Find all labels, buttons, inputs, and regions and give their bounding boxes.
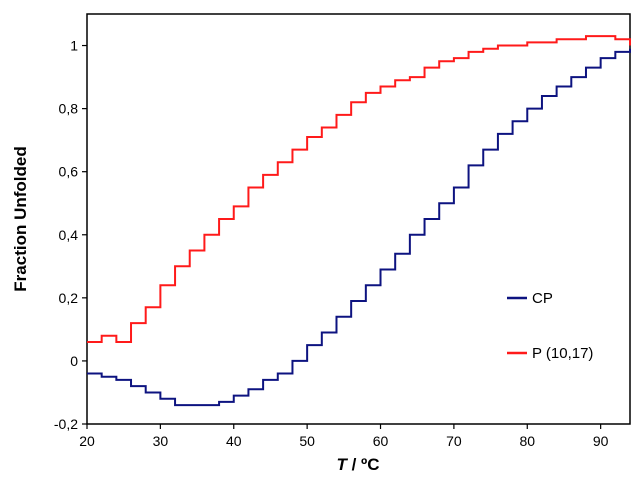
- plot-frame: [86, 13, 631, 425]
- x-axis-title: T / ºC: [336, 455, 379, 474]
- x-axis-variable: T: [336, 455, 348, 474]
- y-tick-label: 0: [70, 353, 78, 369]
- x-tick-label: 50: [299, 433, 315, 449]
- series-line-cp: [87, 48, 631, 407]
- ticks-layer: 20 30 40 50 60 70 80 90 -0,2 0 0,2 0,4 0,6 0,8 1: [54, 38, 609, 449]
- y-tick-label: 0,2: [59, 290, 79, 306]
- x-tick-label: 30: [153, 433, 169, 449]
- y-axis-title: Fraction Unfolded: [11, 146, 30, 291]
- y-tick-label: -0,2: [54, 416, 78, 432]
- series-line-p-10-17: [87, 35, 631, 343]
- legend-label-p-10-17: P (10,17): [532, 345, 593, 362]
- x-tick-label: 20: [79, 433, 95, 449]
- series-layer: [87, 35, 631, 407]
- legend-label-cp: CP: [532, 290, 553, 307]
- x-tick-label: 70: [446, 433, 462, 449]
- x-tick-label: 40: [226, 433, 242, 449]
- y-tick-label: 0,6: [59, 164, 79, 180]
- x-tick-label: 80: [519, 433, 535, 449]
- legend: CP P (10,17): [507, 290, 593, 362]
- y-tick-label: 1: [70, 38, 78, 54]
- y-tick-label: 0,8: [59, 101, 79, 117]
- x-tick-label: 90: [593, 433, 609, 449]
- x-tick-label: 60: [373, 433, 389, 449]
- x-axis-unit: / ºC: [347, 455, 380, 474]
- y-tick-label: 0,4: [59, 227, 79, 243]
